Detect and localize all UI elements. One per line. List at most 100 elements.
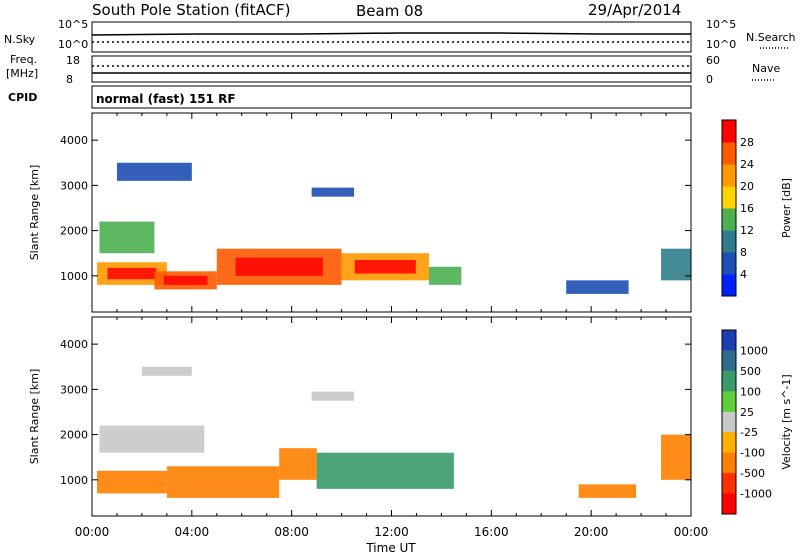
colorbar-swatch: [722, 473, 736, 495]
x-tick-label: 00:00: [674, 525, 709, 539]
colorbar-swatch: [722, 432, 736, 454]
colorbar-tick-label: -100: [740, 447, 765, 460]
cpid-value: normal (fast) 151 RF: [96, 92, 236, 106]
colorbar-tick-label: 100: [740, 385, 761, 398]
velocity-echo-region: [661, 434, 691, 480]
x-tick-label: 08:00: [274, 525, 309, 539]
y-axis-label: Slant Range [km]: [28, 165, 41, 261]
colorbar-swatch: [722, 370, 736, 392]
nsearch-tick-top: 10^5: [706, 18, 736, 31]
date-label: 29/Apr/2014: [588, 1, 681, 19]
y-tick-label: 3000: [60, 179, 88, 192]
power-echo-region: [116, 162, 192, 181]
power-echo-region: [428, 266, 462, 285]
freq-panel: [91, 55, 692, 83]
power-echo-region: [99, 221, 155, 254]
velocity-echo-region: [141, 366, 192, 376]
x-axis-label: Time UT: [365, 541, 416, 554]
colorbar-swatch: [722, 493, 736, 515]
colorbar-swatch: [722, 164, 736, 187]
colorbar-swatch: [722, 252, 736, 275]
velocity-echo-region: [311, 391, 355, 401]
colorbar-frame: [721, 329, 737, 515]
y-tick-label: 1000: [60, 474, 88, 487]
colorbar-tick-label: -25: [740, 426, 758, 439]
colorbar-swatch: [722, 391, 736, 413]
nsky-tick-bottom: 10^0: [58, 38, 88, 51]
colorbar-frame: [721, 119, 737, 297]
nsearch-label: N.Search: [746, 31, 796, 44]
x-tick-label: 12:00: [374, 525, 409, 539]
power-colorbar: 4 8 12 16 20 24 28 Power [dB]: [721, 119, 793, 297]
colorbar-tick-label: 24: [740, 158, 754, 171]
colorbar-tick-label: -500: [740, 467, 765, 480]
y-tick-label: 4000: [60, 134, 88, 147]
colorbar-tick-label: 28: [740, 136, 754, 149]
colorbar-swatch: [722, 411, 736, 433]
colorbar-tick-label: 25: [740, 406, 754, 419]
x-tick-label: 20:00: [574, 525, 609, 539]
y-tick-label: 4000: [60, 338, 88, 351]
colorbar-swatch: [722, 330, 736, 351]
station-title: South Pole Station (fitACF): [92, 1, 290, 19]
freq-tick-bottom: 8: [66, 73, 73, 86]
nave-label: Nave: [752, 62, 780, 75]
colorbar-swatch: [722, 120, 736, 143]
velocity-colorbar: 1000 500 100 25 -25 -100 -500 -1000 Velocity [m …: [721, 329, 793, 515]
power-echo-region: [566, 280, 629, 294]
nave-tick-top: 60: [706, 54, 720, 67]
velocity-echo-region: [166, 466, 280, 498]
colorbar-swatch: [722, 230, 736, 253]
colorbar-swatch: [722, 186, 736, 209]
colorbar-swatch: [722, 350, 736, 372]
freq-tick-top: 18: [66, 54, 80, 67]
power-echo-core: [163, 275, 208, 285]
nsearch-tick-bottom: 10^0: [706, 38, 736, 51]
colorbar-tick-label: 20: [740, 180, 754, 193]
power-echo-core: [354, 259, 416, 274]
colorbar-swatch: [722, 452, 736, 474]
x-tick-label: 00:00: [75, 525, 110, 539]
colorbar-tick-label: 1000: [740, 344, 768, 357]
power-echo-region: [311, 187, 355, 197]
colorbar-tick-label: 12: [740, 224, 754, 237]
beam-label: Beam 08: [356, 2, 423, 20]
x-tick-label: 16:00: [474, 525, 509, 539]
colorbar-label: Velocity [m s^-1]: [780, 374, 793, 469]
power-panel: 1000 2000 3000 4000 Slant Range [km]: [28, 112, 692, 313]
power-echo-core: [235, 257, 323, 276]
y-axis-label: Slant Range [km]: [28, 369, 41, 465]
freq-label-1: Freq.: [10, 53, 37, 66]
velocity-echo-region: [279, 448, 317, 480]
time-axis: 00:00 04:00 08:00 12:00 16:00 20:00 00:00: [75, 525, 709, 539]
colorbar-tick-label: 8: [740, 246, 747, 259]
velocity-echo-region: [96, 470, 167, 494]
y-tick-label: 2000: [60, 225, 88, 238]
colorbar-swatch: [722, 208, 736, 231]
colorbar-swatch: [722, 274, 736, 297]
velocity-panel: 1000 2000 3000 4000 Slant Range [km]: [28, 316, 692, 517]
nsky-panel: [91, 21, 692, 53]
nsky-trace: [91, 32, 691, 36]
cpid-panel: [91, 85, 692, 109]
velocity-echo-region: [99, 425, 205, 453]
colorbar-tick-label: 500: [740, 365, 761, 378]
power-echo-region: [661, 248, 691, 281]
nsky-label: N.Sky: [4, 33, 36, 46]
y-tick-label: 1000: [60, 270, 88, 283]
colorbar-tick-label: -1000: [740, 488, 772, 501]
y-tick-label: 2000: [60, 429, 88, 442]
colorbar-tick-label: 16: [740, 202, 754, 215]
x-tick-label: 04:00: [175, 525, 210, 539]
velocity-echo-region: [578, 484, 637, 498]
nsky-tick-top: 10^5: [58, 18, 88, 31]
colorbar-label: Power [dB]: [780, 178, 793, 238]
cpid-label: CPID: [8, 91, 37, 104]
power-echo-core: [107, 267, 157, 280]
freq-label-2: [MHz]: [6, 67, 38, 80]
nave-tick-bottom: 0: [706, 73, 713, 86]
velocity-echo-region: [316, 452, 454, 489]
y-tick-label: 3000: [60, 383, 88, 396]
colorbar-swatch: [722, 142, 736, 165]
